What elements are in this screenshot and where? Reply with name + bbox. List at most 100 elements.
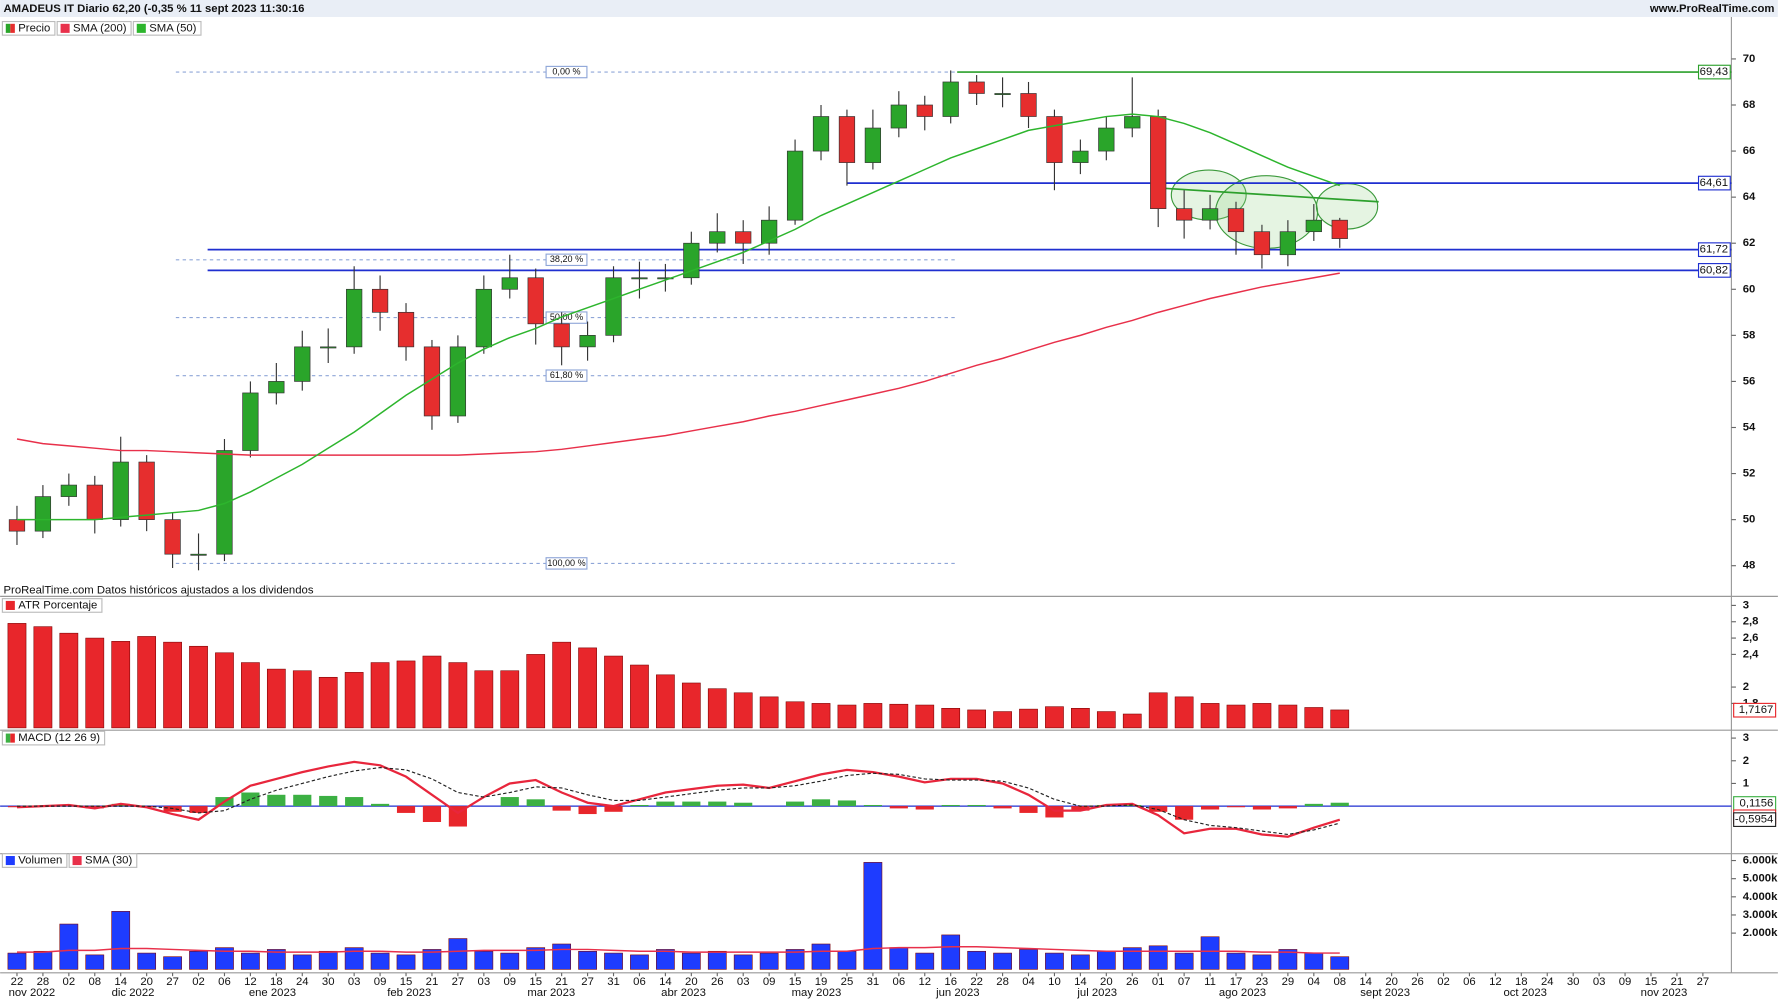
candle-body bbox=[501, 277, 518, 290]
x-tick-label: 30 bbox=[1567, 976, 1580, 988]
candle-body bbox=[371, 288, 389, 313]
candle-body bbox=[1176, 208, 1193, 221]
histogram-bar bbox=[967, 804, 986, 807]
x-tick-label: 01 bbox=[1152, 976, 1165, 988]
bar bbox=[941, 934, 961, 970]
x-tick-label: 22 bbox=[970, 976, 983, 988]
bar bbox=[1278, 949, 1298, 970]
bar bbox=[552, 943, 572, 970]
bar bbox=[993, 711, 1012, 729]
histogram-bar bbox=[319, 795, 338, 807]
bar bbox=[1148, 945, 1168, 970]
bar bbox=[811, 703, 831, 729]
candle-body bbox=[657, 277, 674, 280]
candle-body bbox=[916, 104, 933, 117]
x-tick-label: 11 bbox=[1204, 976, 1216, 988]
histogram-bar bbox=[941, 804, 960, 807]
histogram-bar bbox=[915, 806, 934, 810]
bar bbox=[863, 862, 883, 970]
bar bbox=[656, 674, 675, 729]
header-site: www.ProRealTime.com bbox=[1649, 3, 1775, 15]
histogram-bar bbox=[1175, 806, 1194, 820]
x-tick-label: 27 bbox=[452, 976, 465, 988]
bar bbox=[733, 692, 753, 729]
legend-swatch bbox=[10, 733, 15, 743]
bar bbox=[1122, 713, 1142, 729]
x-tick-label: 26 bbox=[1411, 976, 1424, 988]
bar bbox=[292, 954, 312, 970]
candle-body bbox=[268, 381, 285, 394]
y-tick-label: 70 bbox=[1743, 53, 1756, 65]
histogram-bar bbox=[993, 806, 1012, 809]
fib-label: 61,80 % bbox=[550, 370, 583, 380]
value-tag-label: 0,1156 bbox=[1740, 798, 1774, 810]
histogram-bar bbox=[267, 794, 286, 807]
histogram-bar bbox=[786, 801, 805, 807]
x-tick-label: 23 bbox=[1256, 976, 1269, 988]
candle-body bbox=[968, 81, 985, 94]
legend-swatch bbox=[60, 23, 70, 33]
bar bbox=[785, 949, 805, 970]
y-tick-label: 6.000k bbox=[1743, 855, 1778, 867]
x-tick-label: 02 bbox=[192, 976, 205, 988]
value-tag-label: 61,72 bbox=[1700, 244, 1728, 256]
bar bbox=[1096, 950, 1116, 970]
bar bbox=[7, 952, 27, 970]
x-tick-label: 15 bbox=[400, 976, 413, 988]
bar bbox=[59, 632, 79, 729]
x-tick-label: 22 bbox=[11, 976, 24, 988]
x-tick-label: 10 bbox=[1048, 976, 1061, 988]
value-tag bbox=[1697, 263, 1731, 278]
bar bbox=[889, 703, 909, 729]
x-tick-label: 18 bbox=[1515, 976, 1528, 988]
bar bbox=[785, 701, 805, 729]
month-label: nov 2022 bbox=[9, 987, 56, 999]
candle-body bbox=[1150, 116, 1167, 209]
bar bbox=[1304, 952, 1324, 970]
legend-swatch bbox=[10, 23, 15, 33]
x-tick-label: 27 bbox=[166, 976, 179, 988]
legend-label: MACD (12 26 9) bbox=[18, 732, 100, 744]
candle-body bbox=[1201, 208, 1219, 221]
y-tick-label: 3 bbox=[1743, 732, 1749, 744]
month-label: ago 2023 bbox=[1219, 987, 1266, 999]
candle-body bbox=[346, 288, 363, 348]
candle-body bbox=[812, 116, 830, 152]
histogram-bar bbox=[682, 801, 701, 807]
y-tick-label: 3 bbox=[1743, 599, 1749, 611]
bar bbox=[630, 664, 649, 729]
bar bbox=[448, 938, 468, 970]
bar bbox=[448, 662, 468, 729]
bar bbox=[344, 947, 364, 970]
bar bbox=[1071, 954, 1090, 970]
x-tick-label: 02 bbox=[1437, 976, 1450, 988]
bar bbox=[681, 952, 701, 970]
footnote: ProRealTime.com Datos históricos ajustad… bbox=[4, 585, 314, 597]
month-label: ene 2023 bbox=[249, 987, 296, 999]
candle-body bbox=[1124, 116, 1141, 129]
candle-body bbox=[190, 553, 207, 556]
value-tag bbox=[1697, 64, 1731, 80]
legend-swatch bbox=[5, 856, 15, 866]
bar bbox=[1330, 709, 1350, 729]
bar bbox=[656, 949, 675, 970]
histogram-bar bbox=[889, 806, 908, 809]
x-tick-label: 08 bbox=[88, 976, 101, 988]
histogram-bar bbox=[7, 806, 27, 808]
candle-body bbox=[709, 231, 726, 244]
value-tag bbox=[1733, 812, 1777, 827]
bar bbox=[7, 623, 27, 729]
legend-box bbox=[68, 853, 138, 868]
candle-body bbox=[735, 231, 752, 244]
bar bbox=[396, 954, 416, 970]
bar bbox=[474, 950, 494, 970]
bar bbox=[33, 626, 53, 729]
fib-label-box bbox=[545, 369, 588, 382]
bar bbox=[111, 641, 131, 729]
value-tag bbox=[1733, 702, 1777, 718]
bar bbox=[318, 676, 338, 729]
x-tick-label: 28 bbox=[996, 976, 1009, 988]
bar bbox=[163, 956, 182, 970]
bar bbox=[967, 950, 986, 970]
y-tick-label: 56 bbox=[1743, 375, 1756, 387]
